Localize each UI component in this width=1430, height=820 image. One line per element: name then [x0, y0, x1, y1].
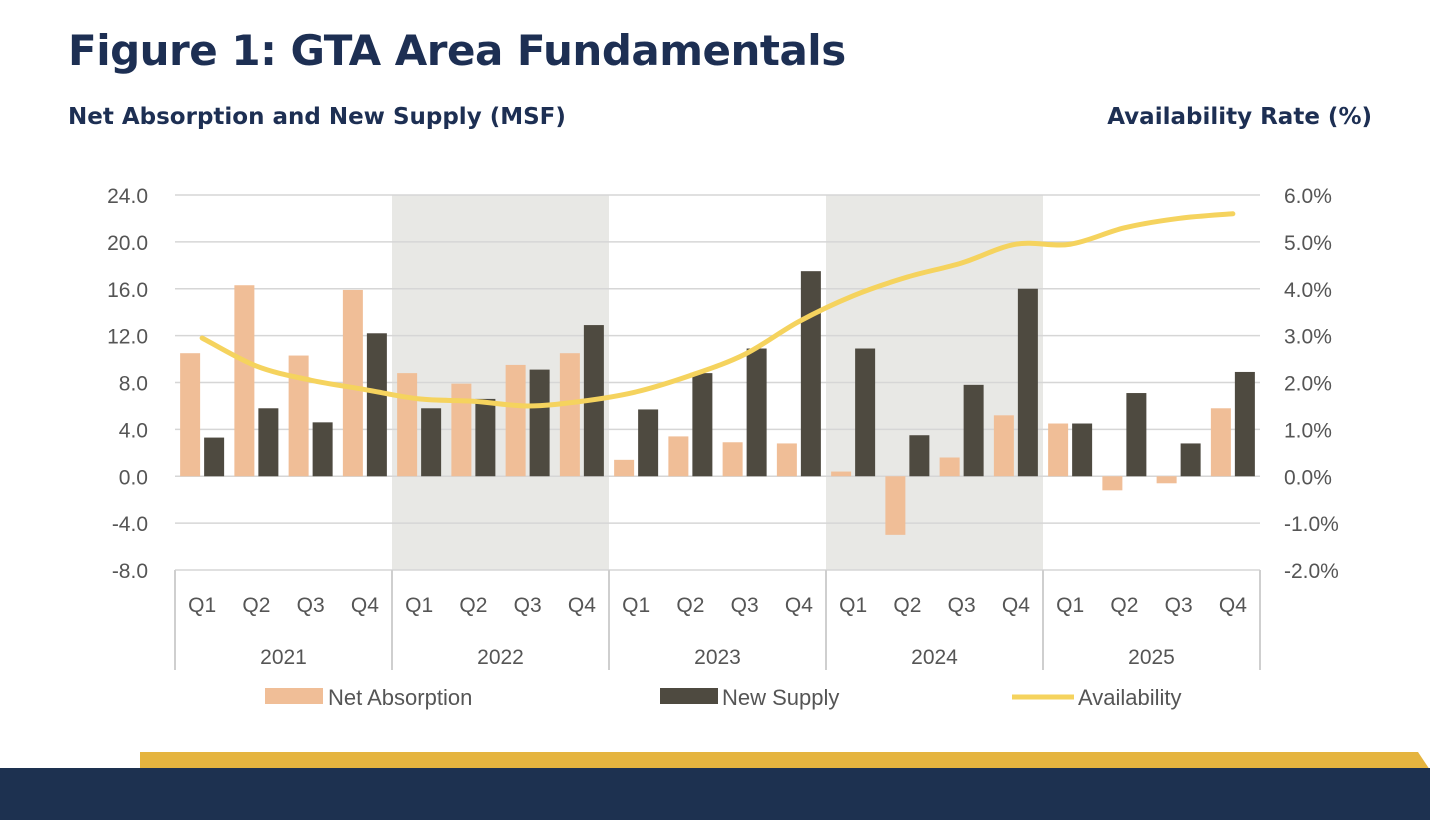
left-tick-label: 4.0: [119, 419, 148, 442]
legend-label-new-supply: New Supply: [722, 685, 839, 710]
navy-footer: [0, 768, 1430, 820]
quarter-label: Q4: [568, 594, 596, 617]
net-absorption-bar: [451, 383, 472, 477]
right-tick-label: 6.0%: [1284, 185, 1332, 208]
year-label: 2025: [1128, 646, 1175, 669]
net-absorption-bar: [342, 289, 363, 477]
right-tick-label: 5.0%: [1284, 232, 1332, 255]
quarter-label: Q3: [514, 594, 542, 617]
new-supply-bar: [855, 348, 876, 477]
net-absorption-bar: [831, 471, 852, 477]
new-supply-bar: [529, 369, 550, 477]
net-absorption-bar: [1048, 423, 1069, 477]
right-axis-title: Availability Rate (%): [1107, 104, 1372, 130]
legend-swatch-new-supply: [660, 688, 718, 704]
availability-line: [199, 211, 1236, 409]
quarter-label: Q3: [297, 594, 325, 617]
new-supply-bar: [366, 333, 387, 477]
new-supply-bar: [204, 437, 225, 477]
quarter-label: Q2: [893, 594, 921, 617]
year-label: 2022: [477, 646, 524, 669]
right-tick-label: 0.0%: [1284, 466, 1332, 489]
right-tick-label: -1.0%: [1284, 513, 1339, 536]
net-absorption-bar: [722, 442, 743, 477]
legend-label-availability: Availability: [1078, 685, 1182, 710]
quarter-label: Q1: [1056, 594, 1084, 617]
left-tick-label: 8.0: [119, 373, 148, 396]
year-label: 2024: [911, 646, 958, 669]
new-supply-bar: [746, 348, 767, 477]
net-absorption-bar: [885, 476, 906, 535]
new-supply-bar: [800, 271, 821, 477]
net-absorption-bar: [288, 355, 309, 477]
new-supply-bar: [1126, 393, 1147, 477]
new-supply-bar: [421, 408, 442, 477]
quarter-label: Q1: [188, 594, 216, 617]
new-supply-bar: [258, 408, 279, 477]
right-tick-label: 4.0%: [1284, 279, 1332, 302]
quarter-label: Q1: [405, 594, 433, 617]
quarter-label: Q3: [1165, 594, 1193, 617]
left-tick-label: 0.0: [119, 466, 148, 489]
quarter-label: Q4: [785, 594, 813, 617]
quarter-label: Q3: [948, 594, 976, 617]
net-absorption-bar: [776, 443, 797, 477]
left-tick-label: 20.0: [107, 232, 148, 255]
net-absorption-bar: [939, 457, 960, 477]
category-axis: Q1 Q2 Q3 Q4 Q1 Q2 Q3 Q4 Q1 Q2 Q3 Q4 Q1 Q2 Q3 Q4 Q1 Q2 Q3 Q4…: [174, 570, 1261, 670]
left-tick-label: 24.0: [107, 185, 148, 208]
net-absorption-bar: [993, 415, 1014, 477]
net-absorption-bar: [1156, 476, 1177, 484]
new-supply-bar: [1180, 443, 1201, 477]
quarter-label: Q2: [459, 594, 487, 617]
legend-swatch-net-absorption: [265, 688, 323, 704]
net-absorption-bar: [614, 459, 635, 477]
quarter-label: Q2: [1110, 594, 1138, 617]
net-absorption-bar: [180, 353, 201, 477]
quarter-label: Q4: [351, 594, 379, 617]
legend-label-net-absorption: Net Absorption: [328, 685, 472, 710]
right-tick-label: 3.0%: [1284, 326, 1332, 349]
left-tick-label: -4.0: [112, 513, 148, 536]
year-label: 2023: [694, 646, 741, 669]
legend: Net Absorption New Supply Availability: [265, 685, 1182, 710]
left-axis-ticks: 24.0 20.0 16.0 12.0 8.0 4.0 0.0 -4.0 -8.0: [107, 185, 148, 583]
new-supply-bar: [312, 422, 333, 477]
quarter-label: Q2: [676, 594, 704, 617]
net-absorption-bar: [234, 285, 255, 477]
right-axis-ticks: 6.0% 5.0% 4.0% 3.0% 2.0% 1.0% 0.0% -1.0% -2.0%: [1284, 185, 1339, 583]
right-tick-label: 1.0%: [1284, 419, 1332, 442]
new-supply-bar: [475, 398, 496, 477]
quarter-label: Q4: [1219, 594, 1247, 617]
quarter-label: Q2: [242, 594, 270, 617]
year-label: 2021: [260, 646, 307, 669]
new-supply-bar: [1017, 288, 1038, 477]
net-absorption-bar: [505, 364, 526, 477]
quarter-label: Q1: [622, 594, 650, 617]
new-supply-bar: [692, 373, 713, 477]
figure-title: Figure 1: GTA Area Fundamentals: [68, 26, 846, 75]
left-axis-title: Net Absorption and New Supply (MSF): [68, 104, 566, 130]
new-supply-bar: [909, 435, 930, 477]
new-supply-bar: [1072, 423, 1093, 477]
right-tick-label: 2.0%: [1284, 373, 1332, 396]
net-absorption-bar: [1102, 476, 1123, 491]
quarter-label: Q3: [731, 594, 759, 617]
net-absorption-bar: [1210, 408, 1231, 477]
right-tick-label: -2.0%: [1284, 560, 1339, 583]
left-tick-label: -8.0: [112, 560, 148, 583]
net-absorption-bar: [559, 353, 580, 477]
left-tick-label: 12.0: [107, 326, 148, 349]
quarter-label: Q1: [839, 594, 867, 617]
quarter-label: Q4: [1002, 594, 1030, 617]
new-supply-bar: [1234, 371, 1255, 477]
new-supply-bar: [963, 384, 984, 477]
new-supply-bar: [638, 409, 659, 477]
left-tick-label: 16.0: [107, 279, 148, 302]
net-absorption-bar: [668, 436, 689, 477]
availability-line-group: [199, 211, 1236, 409]
